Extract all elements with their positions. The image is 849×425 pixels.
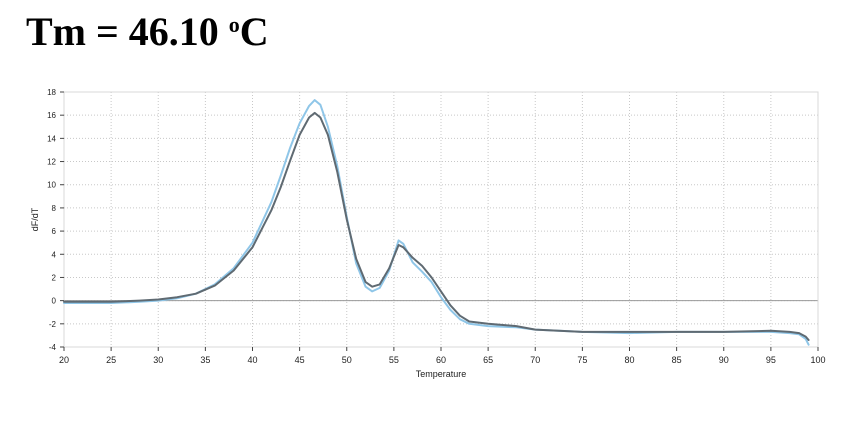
x-tick: 30 [153,347,163,365]
x-tick-label: 35 [200,355,210,365]
x-tick-label: 25 [106,355,116,365]
x-tick: 60 [436,347,446,365]
x-tick-label: 80 [624,355,634,365]
x-axis-label: Temperature [416,369,467,379]
x-tick: 100 [810,347,826,365]
y-tick: 0 [52,297,64,306]
x-axis-ticks: 20 25 30 35 40 45 50 55 60 65 70 75 80 85 90 95 100 [59,347,826,365]
y-tick: 2 [52,273,64,282]
x-tick-label: 70 [530,355,540,365]
x-tick: 75 [577,347,587,365]
y-tick-label: 18 [47,88,56,97]
x-tick: 65 [483,347,493,365]
x-tick-label: 50 [342,355,352,365]
y-tick: 14 [47,134,64,143]
y-axis-label: dF/dT [30,207,40,231]
x-tick: 95 [766,347,776,365]
x-tick: 25 [106,347,116,365]
y-tick: 16 [47,111,64,120]
x-tick-label: 20 [59,355,69,365]
y-tick-label: -4 [49,343,57,352]
x-tick: 70 [530,347,540,365]
x-tick-label: 60 [436,355,446,365]
y-tick: 10 [47,181,64,190]
x-tick-label: 45 [295,355,305,365]
x-tick-label: 95 [766,355,776,365]
y-tick-label: 4 [52,250,57,259]
y-tick: 6 [52,227,64,236]
x-tick-label: 85 [672,355,682,365]
x-tick: 20 [59,347,69,365]
y-axis-ticks: -4 -2 0 2 4 6 8 10 12 14 16 18 [47,88,64,352]
x-tick-label: 90 [719,355,729,365]
series-line-2 [63,111,810,341]
y-tick-label: -2 [49,320,57,329]
y-tick-label: 8 [52,204,57,213]
y-tick-label: 2 [52,273,57,282]
y-tick-label: 14 [47,134,56,143]
x-tick-label: 55 [389,355,399,365]
y-tick-label: 12 [47,158,56,167]
y-tick: -4 [49,343,64,352]
x-tick: 40 [247,347,258,365]
x-tick: 35 [200,347,210,365]
x-tick-label: 40 [247,355,257,365]
y-tick: 4 [52,250,64,259]
y-tick-label: 0 [52,297,57,306]
x-tick-label: 75 [577,355,587,365]
x-tick: 45 [295,347,305,365]
x-tick-label: 100 [810,355,825,365]
y-tick: -2 [49,320,64,329]
y-tick-label: 10 [47,181,56,190]
x-tick: 50 [342,347,352,365]
x-tick: 85 [672,347,682,365]
x-tick: 80 [624,347,635,365]
y-tick: 8 [52,204,64,213]
x-tick-label: 30 [153,355,163,365]
chart-title: Tm = 46.10 oC [26,9,269,54]
y-tick: 18 [47,88,64,97]
y-tick: 12 [47,158,64,167]
series-lines [63,99,810,346]
degree-symbol: o [228,12,240,37]
x-tick: 90 [719,347,729,365]
y-tick-label: 6 [52,227,57,236]
x-tick-label: 65 [483,355,493,365]
y-tick-label: 16 [47,111,56,120]
x-tick: 55 [389,347,399,365]
